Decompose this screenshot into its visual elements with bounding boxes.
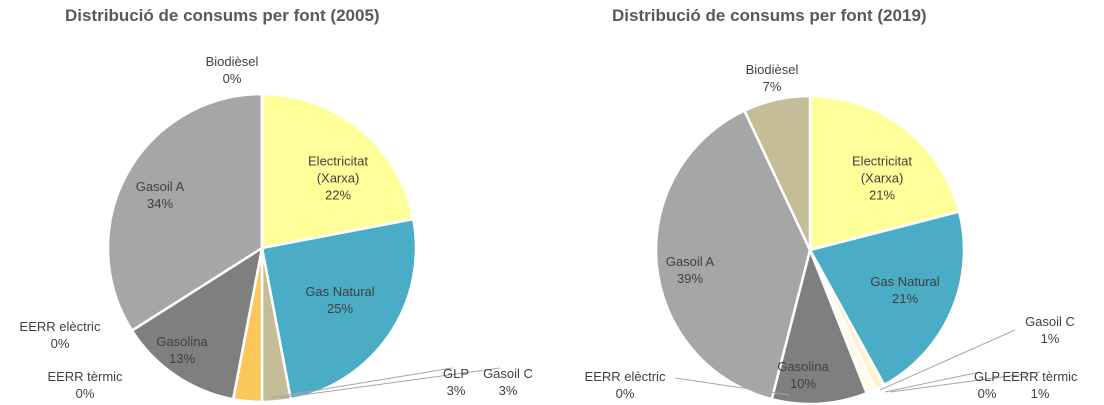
pie-slice xyxy=(808,210,966,387)
leader-line xyxy=(889,371,1041,393)
slice-label: Electricitat (Xarxa) 21% xyxy=(837,153,927,204)
slice-value: 39% xyxy=(676,271,704,286)
slice-name: EERR tèrmic xyxy=(1002,369,1078,384)
slice-name: Gasolina xyxy=(777,359,829,374)
pie-slice xyxy=(130,245,264,401)
slice-value: 34% xyxy=(146,196,174,211)
slice-label: Gas Natural 21% xyxy=(860,273,950,307)
slice-name: GLP xyxy=(973,369,1000,384)
slice-label: Biodièsel 7% xyxy=(732,61,812,95)
slice-name: EERR tèrmic xyxy=(47,369,123,384)
slice-name: EERR elèctric xyxy=(19,319,101,334)
slice-value: 0% xyxy=(50,336,70,351)
slice-name: Gasoil A xyxy=(665,254,715,269)
slice-value: 1% xyxy=(1040,331,1060,346)
slice-name: Gas Natural xyxy=(870,274,940,289)
chart-title: Distribució de consums per font (2005) xyxy=(65,6,380,25)
leader-line xyxy=(884,371,981,393)
slice-value: 25% xyxy=(326,301,354,316)
slice-label: EERR tèrmic 1% xyxy=(1000,368,1080,402)
slice-value: 1% xyxy=(1030,386,1050,401)
slice-name: Gasoil C xyxy=(483,366,533,381)
slice-name: Electricitat (Xarxa) xyxy=(852,153,912,186)
slice-label: Gasoil A 34% xyxy=(120,178,200,212)
leader-line xyxy=(879,329,1016,391)
slice-label: EERR tèrmic 0% xyxy=(45,368,125,402)
slice-value: 21% xyxy=(891,291,919,306)
slice-label: EERR elèctric 0% xyxy=(580,368,670,402)
slice-name: EERR elèctric xyxy=(584,369,666,384)
slice-label: GLP 3% xyxy=(436,365,476,399)
slice-label: GLP 0% xyxy=(967,368,1007,402)
pie-slice xyxy=(742,94,812,251)
slice-name: Gasoil C xyxy=(1025,314,1075,329)
pie-slice xyxy=(808,94,961,252)
slice-name: Electricitat (Xarxa) xyxy=(308,153,368,186)
slice-name: Gas Natural xyxy=(305,284,375,299)
pie-slice xyxy=(106,92,264,333)
slice-label: EERR elèctric 0% xyxy=(15,318,105,352)
slice-value: 0% xyxy=(615,386,635,401)
slice-value: 13% xyxy=(168,351,196,366)
slice-name: Gasoil A xyxy=(135,179,185,194)
leader-line xyxy=(279,367,501,399)
pie-slice xyxy=(260,92,415,250)
leader-line xyxy=(269,367,453,399)
slice-value: 7% xyxy=(762,79,782,94)
slice-name: Biodièsel xyxy=(205,54,259,69)
slice-label: Gasolina 10% xyxy=(763,358,843,392)
slice-label: Gasoil A 39% xyxy=(650,253,730,287)
slice-name: GLP xyxy=(442,366,469,381)
slice-name: Gasolina xyxy=(156,334,208,349)
slice-value: 3% xyxy=(446,383,466,398)
slice-value: 10% xyxy=(789,376,817,391)
pie-slice xyxy=(260,217,418,401)
slice-value: 0% xyxy=(222,71,242,86)
pie-slice xyxy=(770,245,869,405)
chart-title: Distribució de consums per font (2019) xyxy=(612,6,927,25)
slice-label: Gasoil C 3% xyxy=(478,365,538,399)
slice-value: 0% xyxy=(75,386,95,401)
pie-slice xyxy=(654,108,812,401)
slice-label: Electricitat (Xarxa) 22% xyxy=(293,153,383,204)
slice-value: 21% xyxy=(868,187,896,203)
slice-value: 22% xyxy=(324,187,352,203)
slice-value: 0% xyxy=(977,386,997,401)
slice-label: Gasoil C 1% xyxy=(1020,313,1080,347)
slice-name: Biodièsel xyxy=(745,62,799,77)
slice-label: Gas Natural 25% xyxy=(295,283,385,317)
slice-value: 3% xyxy=(498,383,518,398)
leader-line xyxy=(674,377,791,396)
slice-label: Biodièsel 0% xyxy=(192,53,272,87)
slice-label: Gasolina 13% xyxy=(142,333,222,367)
